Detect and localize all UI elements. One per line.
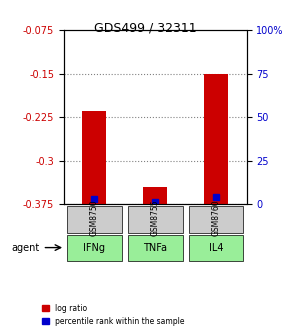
Bar [67, 206, 122, 233]
Bar [143, 187, 167, 204]
Bar [67, 235, 122, 261]
Bar [204, 74, 228, 204]
Text: IFNg: IFNg [83, 243, 105, 253]
Text: GDS499 / 32311: GDS499 / 32311 [94, 22, 196, 35]
Text: agent: agent [11, 243, 39, 253]
Bar [128, 235, 183, 261]
Bar [82, 112, 106, 204]
Legend: log ratio, percentile rank within the sample: log ratio, percentile rank within the sa… [39, 301, 188, 329]
Bar [188, 206, 243, 233]
Text: GSM8755: GSM8755 [151, 200, 160, 236]
Bar [128, 206, 183, 233]
Text: TNFa: TNFa [143, 243, 167, 253]
Text: IL4: IL4 [209, 243, 223, 253]
Text: GSM8750: GSM8750 [90, 200, 99, 236]
Text: GSM8760: GSM8760 [211, 200, 221, 236]
Bar [188, 235, 243, 261]
